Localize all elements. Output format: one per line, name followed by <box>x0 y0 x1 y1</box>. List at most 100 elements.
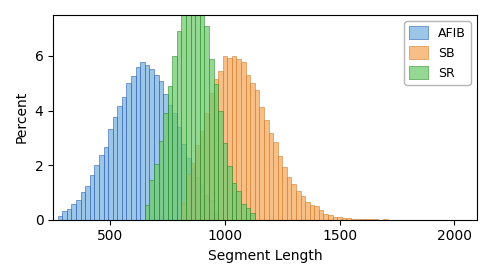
Bar <box>71 203 76 220</box>
Bar <box>186 175 190 220</box>
Bar <box>337 217 342 220</box>
Bar <box>305 202 310 220</box>
Bar <box>158 81 163 220</box>
Bar <box>214 212 218 220</box>
Bar <box>264 120 269 220</box>
Bar <box>232 183 237 220</box>
Bar <box>282 167 287 220</box>
Bar <box>301 196 305 220</box>
Bar <box>163 94 168 220</box>
Bar <box>177 31 182 220</box>
Bar <box>126 83 131 220</box>
Bar <box>209 59 214 220</box>
Bar <box>140 61 145 220</box>
Bar <box>163 113 168 220</box>
Bar <box>200 7 204 220</box>
Bar <box>67 209 71 220</box>
Bar <box>190 163 195 220</box>
Bar <box>195 177 200 220</box>
Bar <box>168 86 172 220</box>
Bar <box>103 147 108 220</box>
Bar <box>172 56 177 220</box>
Bar <box>108 128 113 220</box>
X-axis label: Segment Length: Segment Length <box>208 249 322 263</box>
Bar <box>195 145 200 220</box>
Bar <box>277 156 282 220</box>
Bar <box>287 177 291 220</box>
Bar <box>246 75 250 220</box>
Bar <box>333 217 337 220</box>
Bar <box>136 67 140 220</box>
Bar <box>186 158 190 220</box>
Bar <box>94 165 99 220</box>
Bar <box>99 155 103 220</box>
Bar <box>269 133 273 220</box>
Bar <box>273 142 277 220</box>
Bar <box>296 191 301 220</box>
Bar <box>346 219 351 220</box>
Bar <box>259 107 264 220</box>
Bar <box>218 111 223 220</box>
Bar <box>209 93 214 220</box>
Bar <box>200 183 204 220</box>
Y-axis label: Percent: Percent <box>15 91 29 143</box>
Bar <box>241 61 246 220</box>
Bar <box>200 131 204 220</box>
Bar <box>150 69 154 220</box>
Bar <box>214 80 218 220</box>
Bar <box>85 186 90 220</box>
Bar <box>204 26 209 220</box>
Bar <box>122 97 126 220</box>
Bar <box>204 195 209 220</box>
Bar <box>237 59 241 220</box>
Bar <box>186 0 190 220</box>
Bar <box>145 205 150 220</box>
Bar <box>218 71 223 220</box>
Bar <box>237 192 241 220</box>
Bar <box>90 175 94 220</box>
Bar <box>113 117 117 220</box>
Bar <box>369 219 374 220</box>
Bar <box>76 200 81 220</box>
Bar <box>223 143 227 220</box>
Bar <box>81 192 85 220</box>
Bar <box>150 180 154 220</box>
Bar <box>62 211 67 220</box>
Bar <box>131 76 136 220</box>
Bar <box>310 205 314 220</box>
Bar <box>246 208 250 220</box>
Bar <box>195 0 200 220</box>
Bar <box>182 203 186 220</box>
Bar <box>145 64 150 220</box>
Bar <box>232 56 237 220</box>
Bar <box>209 200 214 220</box>
Bar <box>182 9 186 220</box>
Bar <box>172 113 177 220</box>
Bar <box>58 216 62 220</box>
Bar <box>227 167 232 220</box>
Bar <box>250 214 255 220</box>
Bar <box>177 127 182 220</box>
Bar <box>314 207 319 220</box>
Bar <box>168 105 172 220</box>
Bar <box>356 219 360 220</box>
Bar <box>383 219 388 220</box>
Bar <box>342 218 346 220</box>
Bar <box>360 219 365 220</box>
Bar <box>117 106 122 220</box>
Bar <box>227 58 232 220</box>
Bar <box>214 84 218 220</box>
Bar <box>158 141 163 220</box>
Bar <box>291 184 296 220</box>
Bar <box>319 210 324 220</box>
Bar <box>351 219 356 220</box>
Legend: AFIB, SB, SR: AFIB, SB, SR <box>404 21 471 85</box>
Bar <box>190 0 195 220</box>
Bar <box>223 56 227 220</box>
Bar <box>204 113 209 220</box>
Bar <box>328 215 333 220</box>
Bar <box>154 75 158 220</box>
Bar <box>154 164 158 220</box>
Bar <box>324 214 328 220</box>
Bar <box>250 83 255 220</box>
